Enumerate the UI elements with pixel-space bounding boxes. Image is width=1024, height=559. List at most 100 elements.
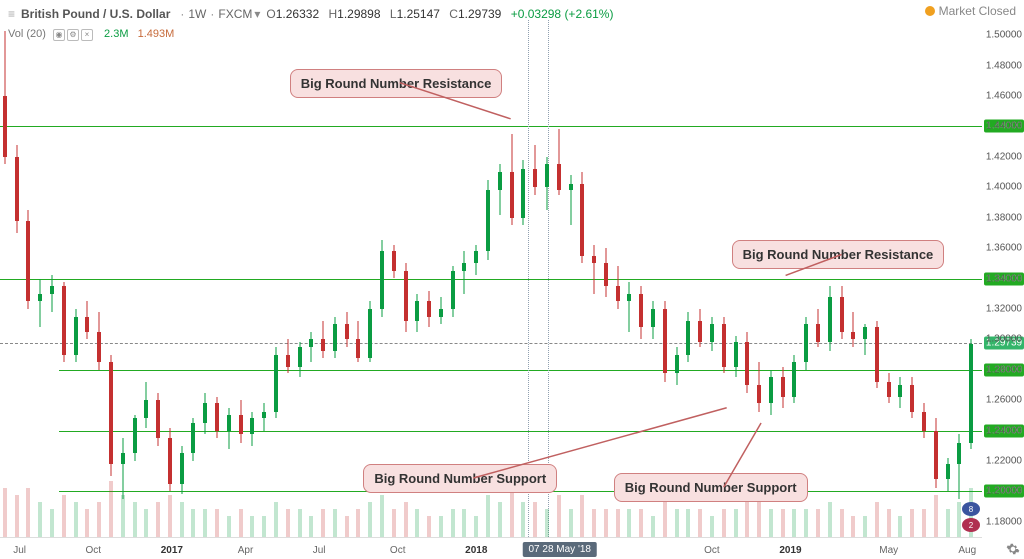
current-price-line — [0, 343, 982, 344]
volume-bar — [404, 502, 408, 537]
volume-bar — [227, 516, 231, 537]
volume-bar — [922, 509, 926, 537]
volume-bar — [792, 509, 796, 537]
volume-bar — [85, 509, 89, 537]
volume-bar — [3, 488, 7, 537]
volume-bar — [851, 516, 855, 537]
y-tick-label: 1.18000 — [986, 516, 1022, 527]
y-tick-label: 1.20000 — [986, 486, 1022, 497]
volume-bar — [74, 502, 78, 537]
exchange[interactable]: FXCM — [218, 7, 252, 21]
volume-bar — [380, 495, 384, 537]
close-label: C — [449, 7, 458, 21]
volume-bar — [639, 509, 643, 537]
volume-bar — [368, 502, 372, 537]
volume-bar — [828, 502, 832, 537]
volume-bar — [569, 509, 573, 537]
volume-bar — [533, 502, 537, 537]
volume-bar — [781, 509, 785, 537]
annotation-callout[interactable]: Big Round Number Resistance — [732, 240, 945, 269]
volume-bar — [769, 509, 773, 537]
volume-bar — [38, 502, 42, 537]
horizontal-level-line[interactable] — [0, 279, 982, 280]
volume-bar — [451, 509, 455, 537]
market-status-text: Market Closed — [939, 4, 1016, 18]
open-label: O — [266, 7, 275, 21]
y-tick-label: 1.30000 — [986, 334, 1022, 345]
x-tick-label: Oct — [86, 545, 102, 556]
volume-bar — [286, 509, 290, 537]
low-value: 1.25147 — [397, 7, 440, 21]
volume-bar — [333, 509, 337, 537]
y-tick-label: 1.48000 — [986, 60, 1022, 71]
volume-bar — [321, 509, 325, 537]
settings-gear-icon[interactable] — [1006, 542, 1020, 556]
event-flag-badge[interactable]: 8 — [962, 502, 980, 516]
y-tick-label: 1.32000 — [986, 303, 1022, 314]
horizontal-level-line[interactable] — [59, 431, 982, 432]
crosshair-vertical-line — [548, 20, 549, 537]
volume-bar — [875, 502, 879, 537]
annotation-callout[interactable]: Big Round Number Support — [363, 464, 557, 493]
low-label: L — [390, 7, 397, 21]
volume-bar — [486, 495, 490, 537]
event-flag-badge[interactable]: 2 — [962, 518, 980, 532]
volume-bar — [15, 495, 19, 537]
horizontal-level-line[interactable] — [59, 370, 982, 371]
volume-bar — [957, 502, 961, 537]
symbol-name[interactable]: British Pound / U.S. Dollar — [21, 7, 170, 21]
volume-bar — [651, 516, 655, 537]
volume-bar — [50, 509, 54, 537]
price-chart[interactable]: 1.440001.340001.280001.240001.200001.297… — [0, 20, 982, 537]
volume-bar — [580, 495, 584, 537]
volume-bar — [545, 509, 549, 537]
y-tick-label: 1.42000 — [986, 151, 1022, 162]
volume-bar — [392, 509, 396, 537]
y-tick-label: 1.34000 — [986, 273, 1022, 284]
interval[interactable]: 1W — [188, 7, 206, 21]
x-tick-label: 2019 — [779, 545, 801, 556]
volume-bar — [62, 495, 66, 537]
y-tick-label: 1.36000 — [986, 243, 1022, 254]
x-tick-label: 2017 — [161, 545, 183, 556]
y-axis[interactable]: 1.500001.480001.460001.440001.420001.400… — [982, 20, 1024, 537]
volume-bar — [498, 502, 502, 537]
volume-bar — [298, 509, 302, 537]
volume-bar — [168, 495, 172, 537]
y-tick-label: 1.22000 — [986, 455, 1022, 466]
menu-icon[interactable]: ≡ — [8, 7, 15, 21]
volume-bar — [934, 495, 938, 537]
y-tick-label: 1.26000 — [986, 395, 1022, 406]
close-value: 1.29739 — [458, 7, 501, 21]
x-tick-label: Oct — [390, 545, 406, 556]
volume-bar — [616, 509, 620, 537]
volume-bar — [722, 509, 726, 537]
volume-bar — [462, 509, 466, 537]
volume-bar — [698, 509, 702, 537]
x-tick-label: Aug — [958, 545, 976, 556]
y-tick-label: 1.50000 — [986, 30, 1022, 41]
x-axis[interactable]: JulOct2017AprJulOct2018Oct2019MayAug07 2… — [0, 537, 982, 559]
volume-bar — [97, 502, 101, 537]
volume-bar — [804, 509, 808, 537]
x-tick-label: Jul — [313, 545, 326, 556]
dropdown-icon[interactable]: ▾ — [254, 7, 260, 21]
volume-bar — [156, 502, 160, 537]
annotation-callout[interactable]: Big Round Number Resistance — [290, 69, 503, 98]
volume-bar — [427, 516, 431, 537]
y-tick-label: 1.28000 — [986, 364, 1022, 375]
change-value: +0.03298 — [511, 7, 561, 21]
annotation-callout[interactable]: Big Round Number Support — [614, 473, 808, 502]
y-tick-label: 1.38000 — [986, 212, 1022, 223]
y-tick-label: 1.40000 — [986, 182, 1022, 193]
y-tick-label: 1.46000 — [986, 91, 1022, 102]
open-value: 1.26332 — [276, 7, 319, 21]
volume-bar — [250, 516, 254, 537]
volume-bar — [863, 516, 867, 537]
volume-bar — [121, 495, 125, 537]
volume-bar — [557, 495, 561, 537]
horizontal-level-line[interactable] — [0, 126, 982, 127]
x-tick-label: May — [879, 545, 898, 556]
volume-bar — [203, 509, 207, 537]
x-tick-label: Jul — [13, 545, 26, 556]
